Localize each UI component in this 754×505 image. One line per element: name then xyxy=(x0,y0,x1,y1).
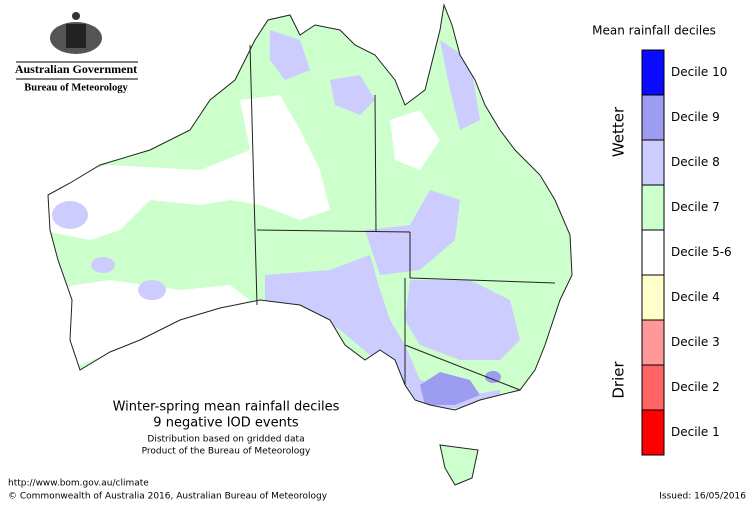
legend-swatch xyxy=(641,409,665,456)
legend-label: Decile 10 xyxy=(671,65,727,79)
region xyxy=(91,257,115,273)
legend-label: Decile 2 xyxy=(671,380,720,394)
legend-label: Decile 9 xyxy=(671,110,720,124)
region xyxy=(330,75,375,115)
legend-swatch xyxy=(641,184,665,231)
wetter-label: Wetter xyxy=(610,106,628,157)
legend-swatch xyxy=(641,49,665,96)
legend-swatch xyxy=(641,364,665,411)
legend: Decile 10 Decile 9 Decile 8 Decile 7 Decile … xyxy=(641,49,732,456)
legend-swatch xyxy=(641,229,665,276)
region xyxy=(390,110,440,170)
region xyxy=(405,280,520,360)
region xyxy=(485,371,501,383)
footer-url: http://www.bom.gov.au/climate xyxy=(8,479,149,489)
bureau: Bureau of Meteorology xyxy=(24,82,128,93)
legend-swatch xyxy=(641,319,665,366)
region xyxy=(52,201,88,229)
footer-copyright: © Commonwealth of Australia 2016, Austra… xyxy=(8,492,328,502)
legend-label: Decile 5-6 xyxy=(671,245,732,259)
crest xyxy=(50,12,102,54)
legend-swatch xyxy=(641,139,665,186)
legend-label: Decile 8 xyxy=(671,155,720,169)
state-borders xyxy=(249,44,556,391)
caption-title: Winter-spring mean rainfall deciles xyxy=(113,400,340,415)
agency: Australian Government xyxy=(15,62,137,76)
legend-label: Decile 4 xyxy=(671,290,720,304)
legend-label: Decile 3 xyxy=(671,335,720,349)
legend-swatch xyxy=(641,274,665,321)
caption-note: Product of the Bureau of Meteorology xyxy=(142,447,311,457)
region xyxy=(265,255,500,410)
region xyxy=(365,190,460,275)
issued-date: Issued: 16/05/2016 xyxy=(659,492,746,502)
region xyxy=(420,372,480,405)
legend-swatch xyxy=(641,94,665,141)
legend-label: Decile 1 xyxy=(671,425,720,439)
region xyxy=(138,280,166,300)
region xyxy=(48,280,250,380)
caption-note: Distribution based on gridded data xyxy=(147,435,304,445)
legend-title: Mean rainfall deciles xyxy=(592,24,716,38)
legend-label: Decile 7 xyxy=(671,200,720,214)
caption-subtitle: 9 negative IOD events xyxy=(153,416,299,431)
drier-label: Drier xyxy=(610,361,628,399)
tasmania xyxy=(439,444,479,486)
region xyxy=(48,95,330,240)
region xyxy=(270,30,310,80)
